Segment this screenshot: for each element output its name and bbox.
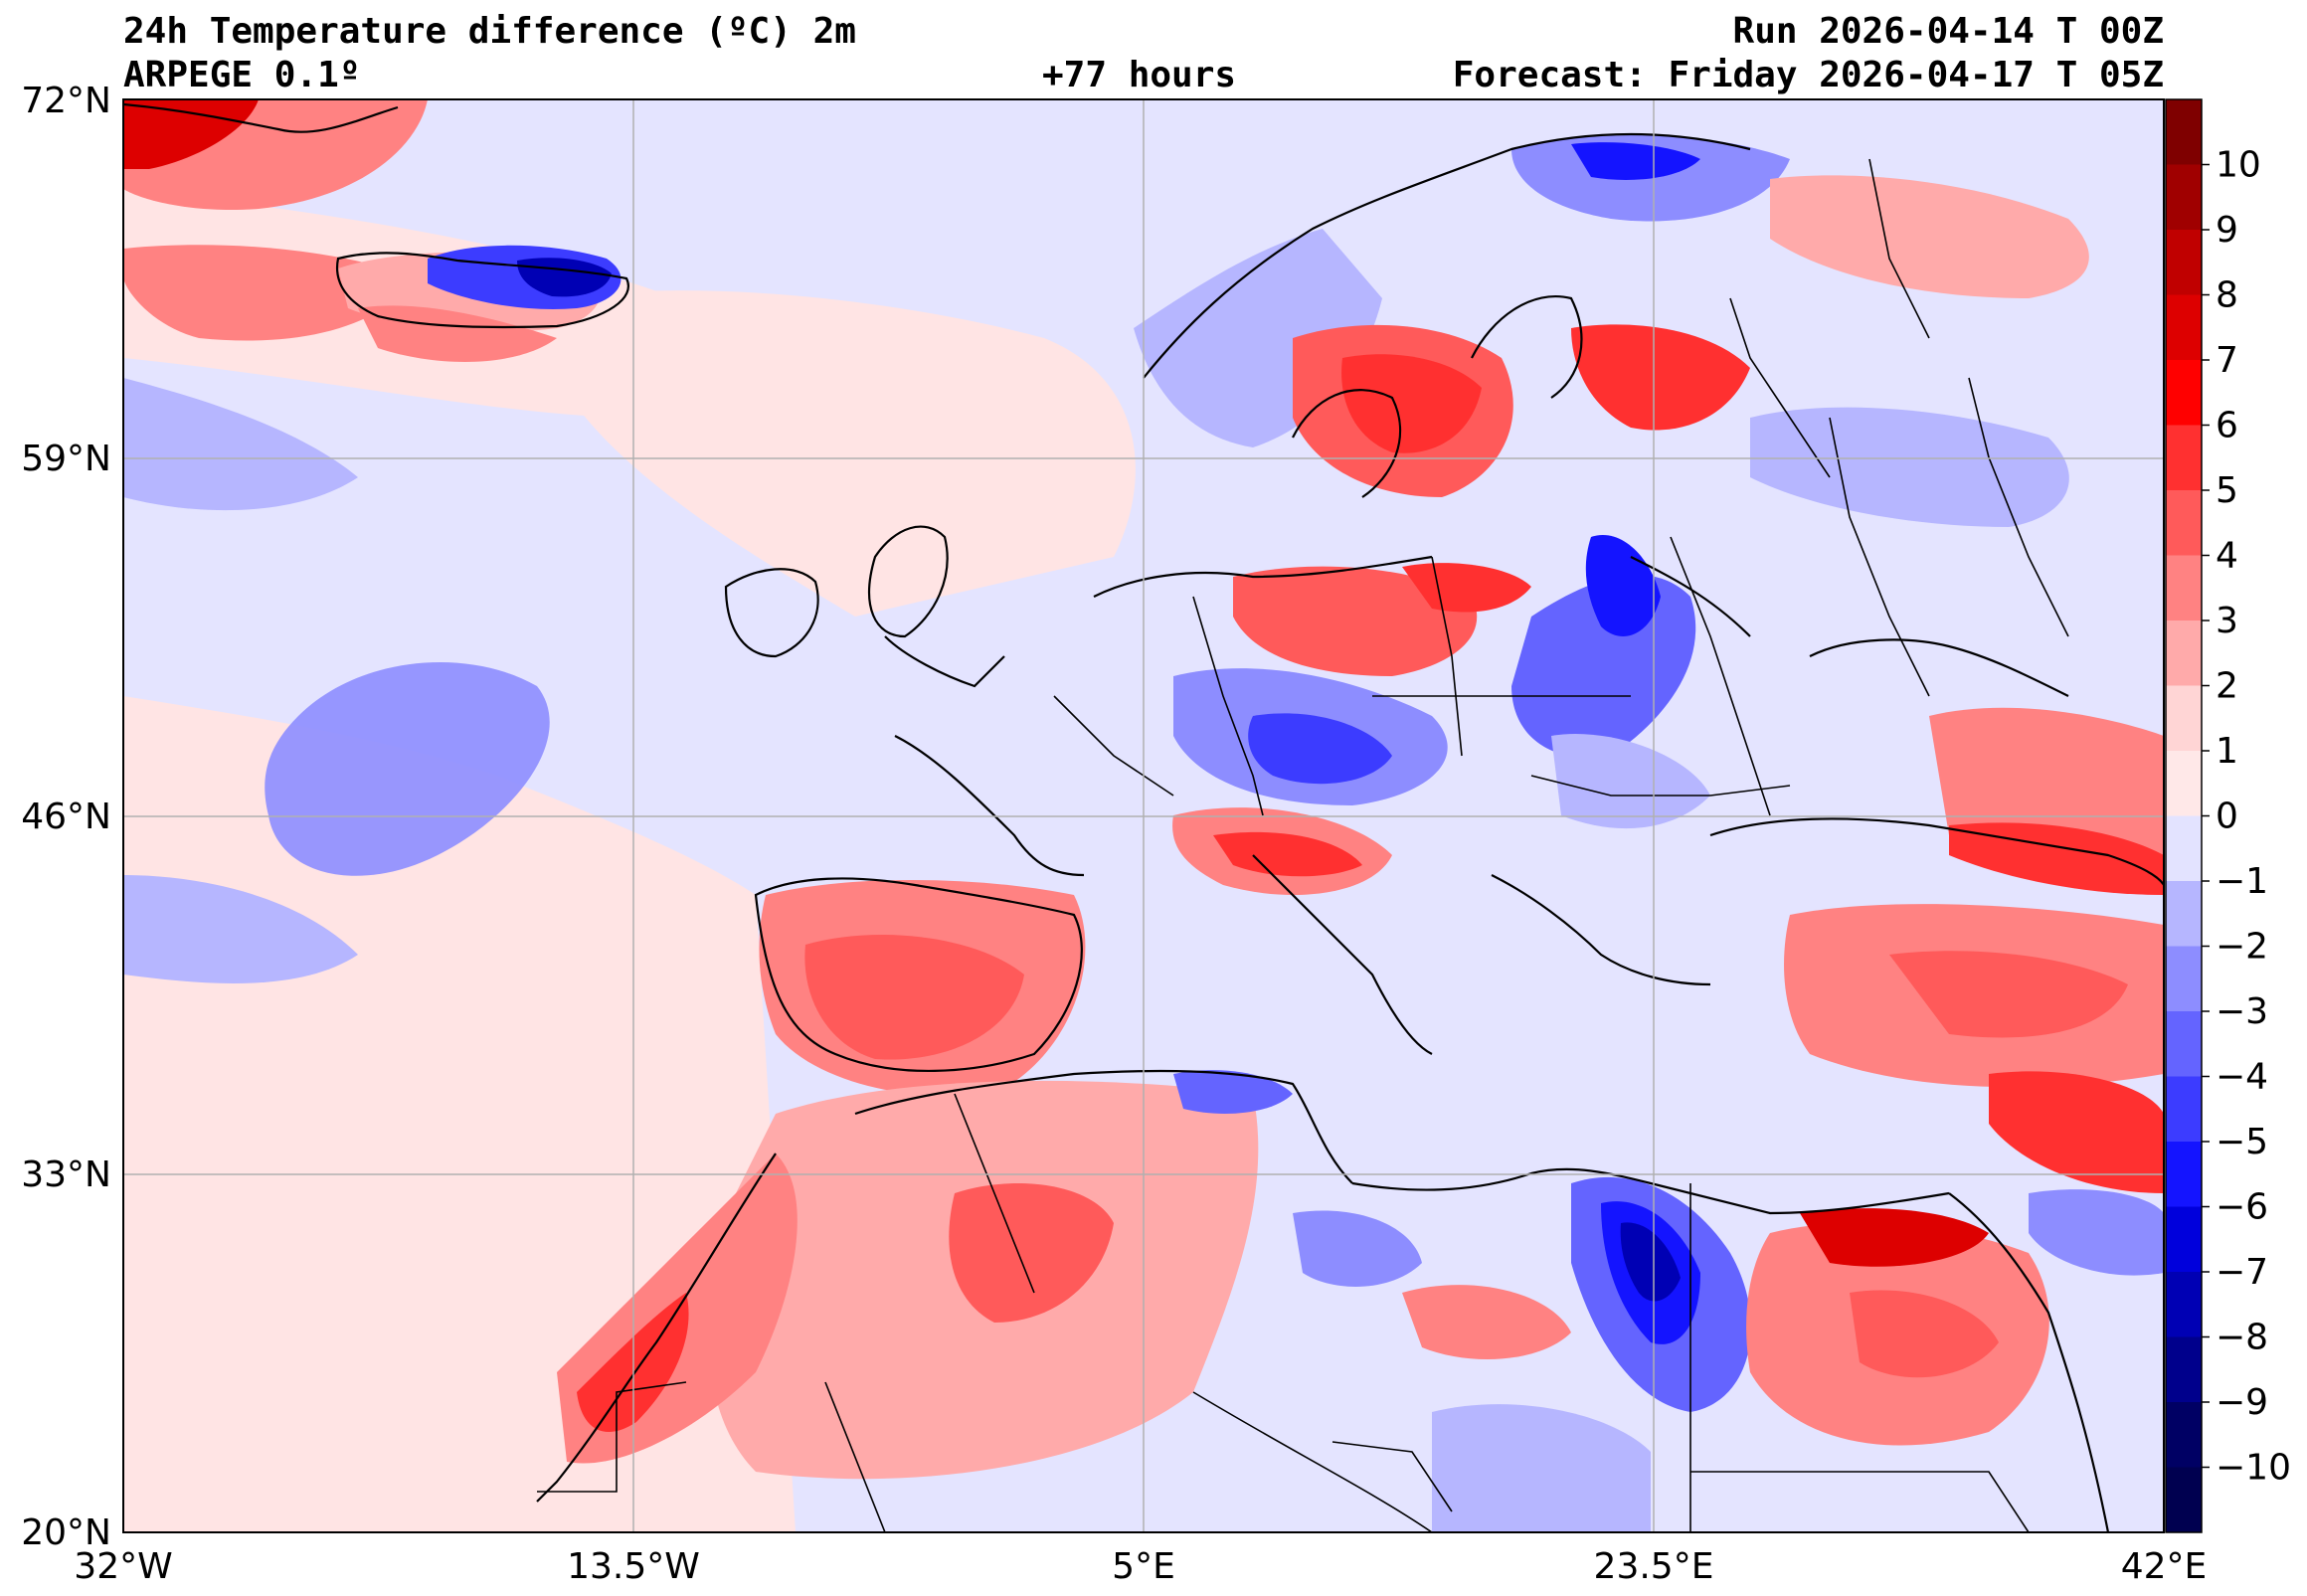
colorbar-tick-label: 0: [2216, 797, 2238, 837]
colorbar-swatch: [2166, 425, 2202, 491]
lat-label-46: 46°N: [21, 797, 111, 837]
colorbar-tick-label: −2: [2216, 927, 2268, 968]
colorbar-swatch: [2166, 1467, 2202, 1533]
colorbar-swatch: [2166, 490, 2202, 556]
colorbar-swatch: [2166, 1076, 2202, 1143]
colorbar-swatch: [2166, 881, 2202, 947]
colorbar-tick-label: 4: [2216, 536, 2238, 577]
latitude-labels: 72°N 59°N 46°N 33°N 20°N: [21, 81, 111, 1553]
colorbar-tick-label: −5: [2216, 1122, 2268, 1162]
colorbar-tick-label: 5: [2216, 470, 2238, 511]
colorbar-tick-label: 2: [2216, 666, 2238, 707]
lead-time: +77 hours: [1042, 55, 1237, 95]
colorbar-tick-label: −8: [2216, 1318, 2268, 1358]
colorbar-tick-label: 6: [2216, 406, 2238, 446]
colorbar-swatch: [2166, 815, 2202, 882]
colorbar-swatch: [2166, 685, 2202, 752]
colorbar-swatch: [2166, 1336, 2202, 1403]
map-title: 24h Temperature difference (ºC) 2m: [123, 11, 856, 52]
colorbar-tick-label: 8: [2216, 275, 2238, 316]
colorbar-tick-label: −7: [2216, 1252, 2268, 1293]
colorbar-tick-label: 1: [2216, 731, 2238, 772]
colorbar-tick-label: −4: [2216, 1057, 2268, 1098]
colorbar-tick-label: 10: [2216, 145, 2261, 186]
longitude-labels: 32°W 13.5°W 5°E 23.5°E 42°E: [74, 1546, 2207, 1587]
colorbar-swatch: [2166, 99, 2202, 165]
colorbar-swatch: [2166, 751, 2202, 816]
lat-label-59: 59°N: [21, 439, 111, 479]
run-time: Run 2026-04-14 T 00Z: [1732, 11, 2164, 52]
colorbar-tick-label: −9: [2216, 1382, 2268, 1423]
lon-label-23e: 23.5°E: [1594, 1546, 1714, 1587]
colorbar-swatch: [2166, 230, 2202, 295]
colorbar-tick-label: 3: [2216, 601, 2238, 641]
colorbar-swatch: [2166, 1011, 2202, 1077]
colorbar-swatch: [2166, 1272, 2202, 1337]
colorbar-tick-label: −6: [2216, 1187, 2268, 1228]
colorbar-swatch: [2166, 946, 2202, 1012]
coastlines: [123, 102, 2164, 1532]
colorbar-swatch: [2166, 1142, 2202, 1207]
colorbar-swatch: [2166, 555, 2202, 621]
lat-label-33: 33°N: [21, 1154, 111, 1195]
map-frame: [122, 98, 2165, 1533]
colorbar-tick-label: −3: [2216, 991, 2268, 1032]
colorbar-swatch: [2166, 1402, 2202, 1468]
lon-label-32w: 32°W: [74, 1546, 172, 1587]
colorbar-tick-label: −10: [2216, 1448, 2291, 1489]
colorbar-tick-label: 9: [2216, 210, 2238, 251]
model-name: ARPEGE 0.1º: [123, 55, 361, 95]
colorbar-swatch: [2166, 360, 2202, 426]
colorbar-swatch: [2166, 1206, 2202, 1273]
colorbar-swatch: [2166, 164, 2202, 231]
colorbar-swatch: [2166, 294, 2202, 361]
colorbar: [2165, 98, 2203, 1533]
colorbar-swatch: [2166, 621, 2202, 686]
graticule: [123, 99, 2164, 1532]
lon-label-42e: 42°E: [2121, 1546, 2208, 1587]
lat-label-20: 20°N: [21, 1512, 111, 1553]
lat-label-72: 72°N: [21, 81, 111, 121]
forecast-time: Forecast: Friday 2026-04-17 T 05Z: [1452, 55, 2164, 95]
colorbar-tick-label: −1: [2216, 861, 2268, 902]
borders: [537, 158, 2069, 1532]
lon-label-13w: 13.5°W: [567, 1546, 700, 1587]
lon-label-5e: 5°E: [1112, 1546, 1175, 1587]
colorbar-tick-label: 7: [2216, 340, 2238, 381]
